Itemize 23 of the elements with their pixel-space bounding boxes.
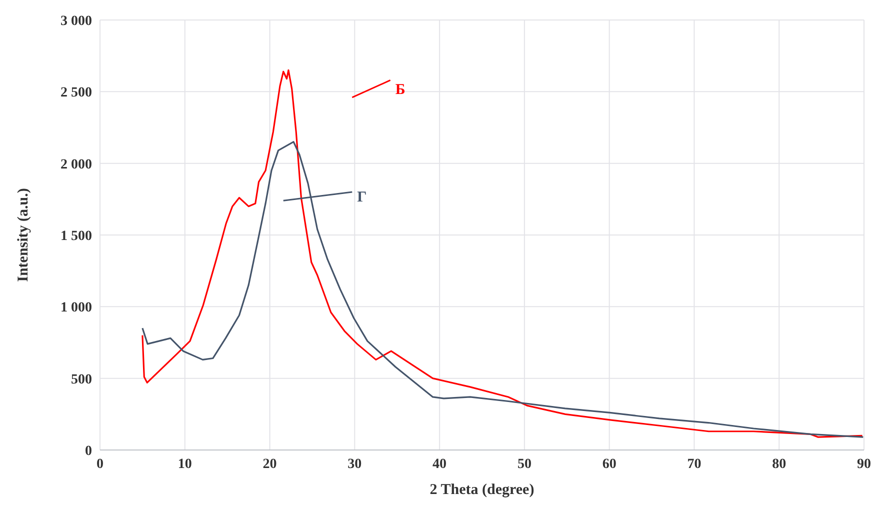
y-tick-label: 3 000 xyxy=(60,14,92,29)
legend-label: Б xyxy=(395,82,406,98)
x-tick-label: 20 xyxy=(262,456,277,472)
x-tick-label: 70 xyxy=(687,456,702,472)
y-tick-label: 1 500 xyxy=(60,228,92,244)
legend-label: Г xyxy=(357,190,367,206)
x-tick-label: 50 xyxy=(517,456,532,472)
x-tick-label: 90 xyxy=(857,456,871,472)
y-tick-label: 2 500 xyxy=(60,86,92,101)
x-tick-label: 80 xyxy=(772,456,786,472)
x-tick-label: 0 xyxy=(96,456,104,472)
x-tick-label: 60 xyxy=(602,456,616,472)
x-tick-label: 10 xyxy=(178,456,192,472)
y-tick-label: 2 000 xyxy=(60,157,92,172)
x-tick-label: 40 xyxy=(432,456,447,472)
y-axis-title: Intensity (a.u.) xyxy=(15,188,32,282)
line-series xyxy=(142,69,864,438)
y-tick-label: 0 xyxy=(85,444,92,459)
y-tick-label: 1 000 xyxy=(60,300,92,316)
x-axis-title: 2 Theta (degree) xyxy=(430,482,534,498)
y-tick-label: 500 xyxy=(71,372,92,388)
x-tick-label: 30 xyxy=(348,456,362,472)
line-series xyxy=(142,141,864,438)
